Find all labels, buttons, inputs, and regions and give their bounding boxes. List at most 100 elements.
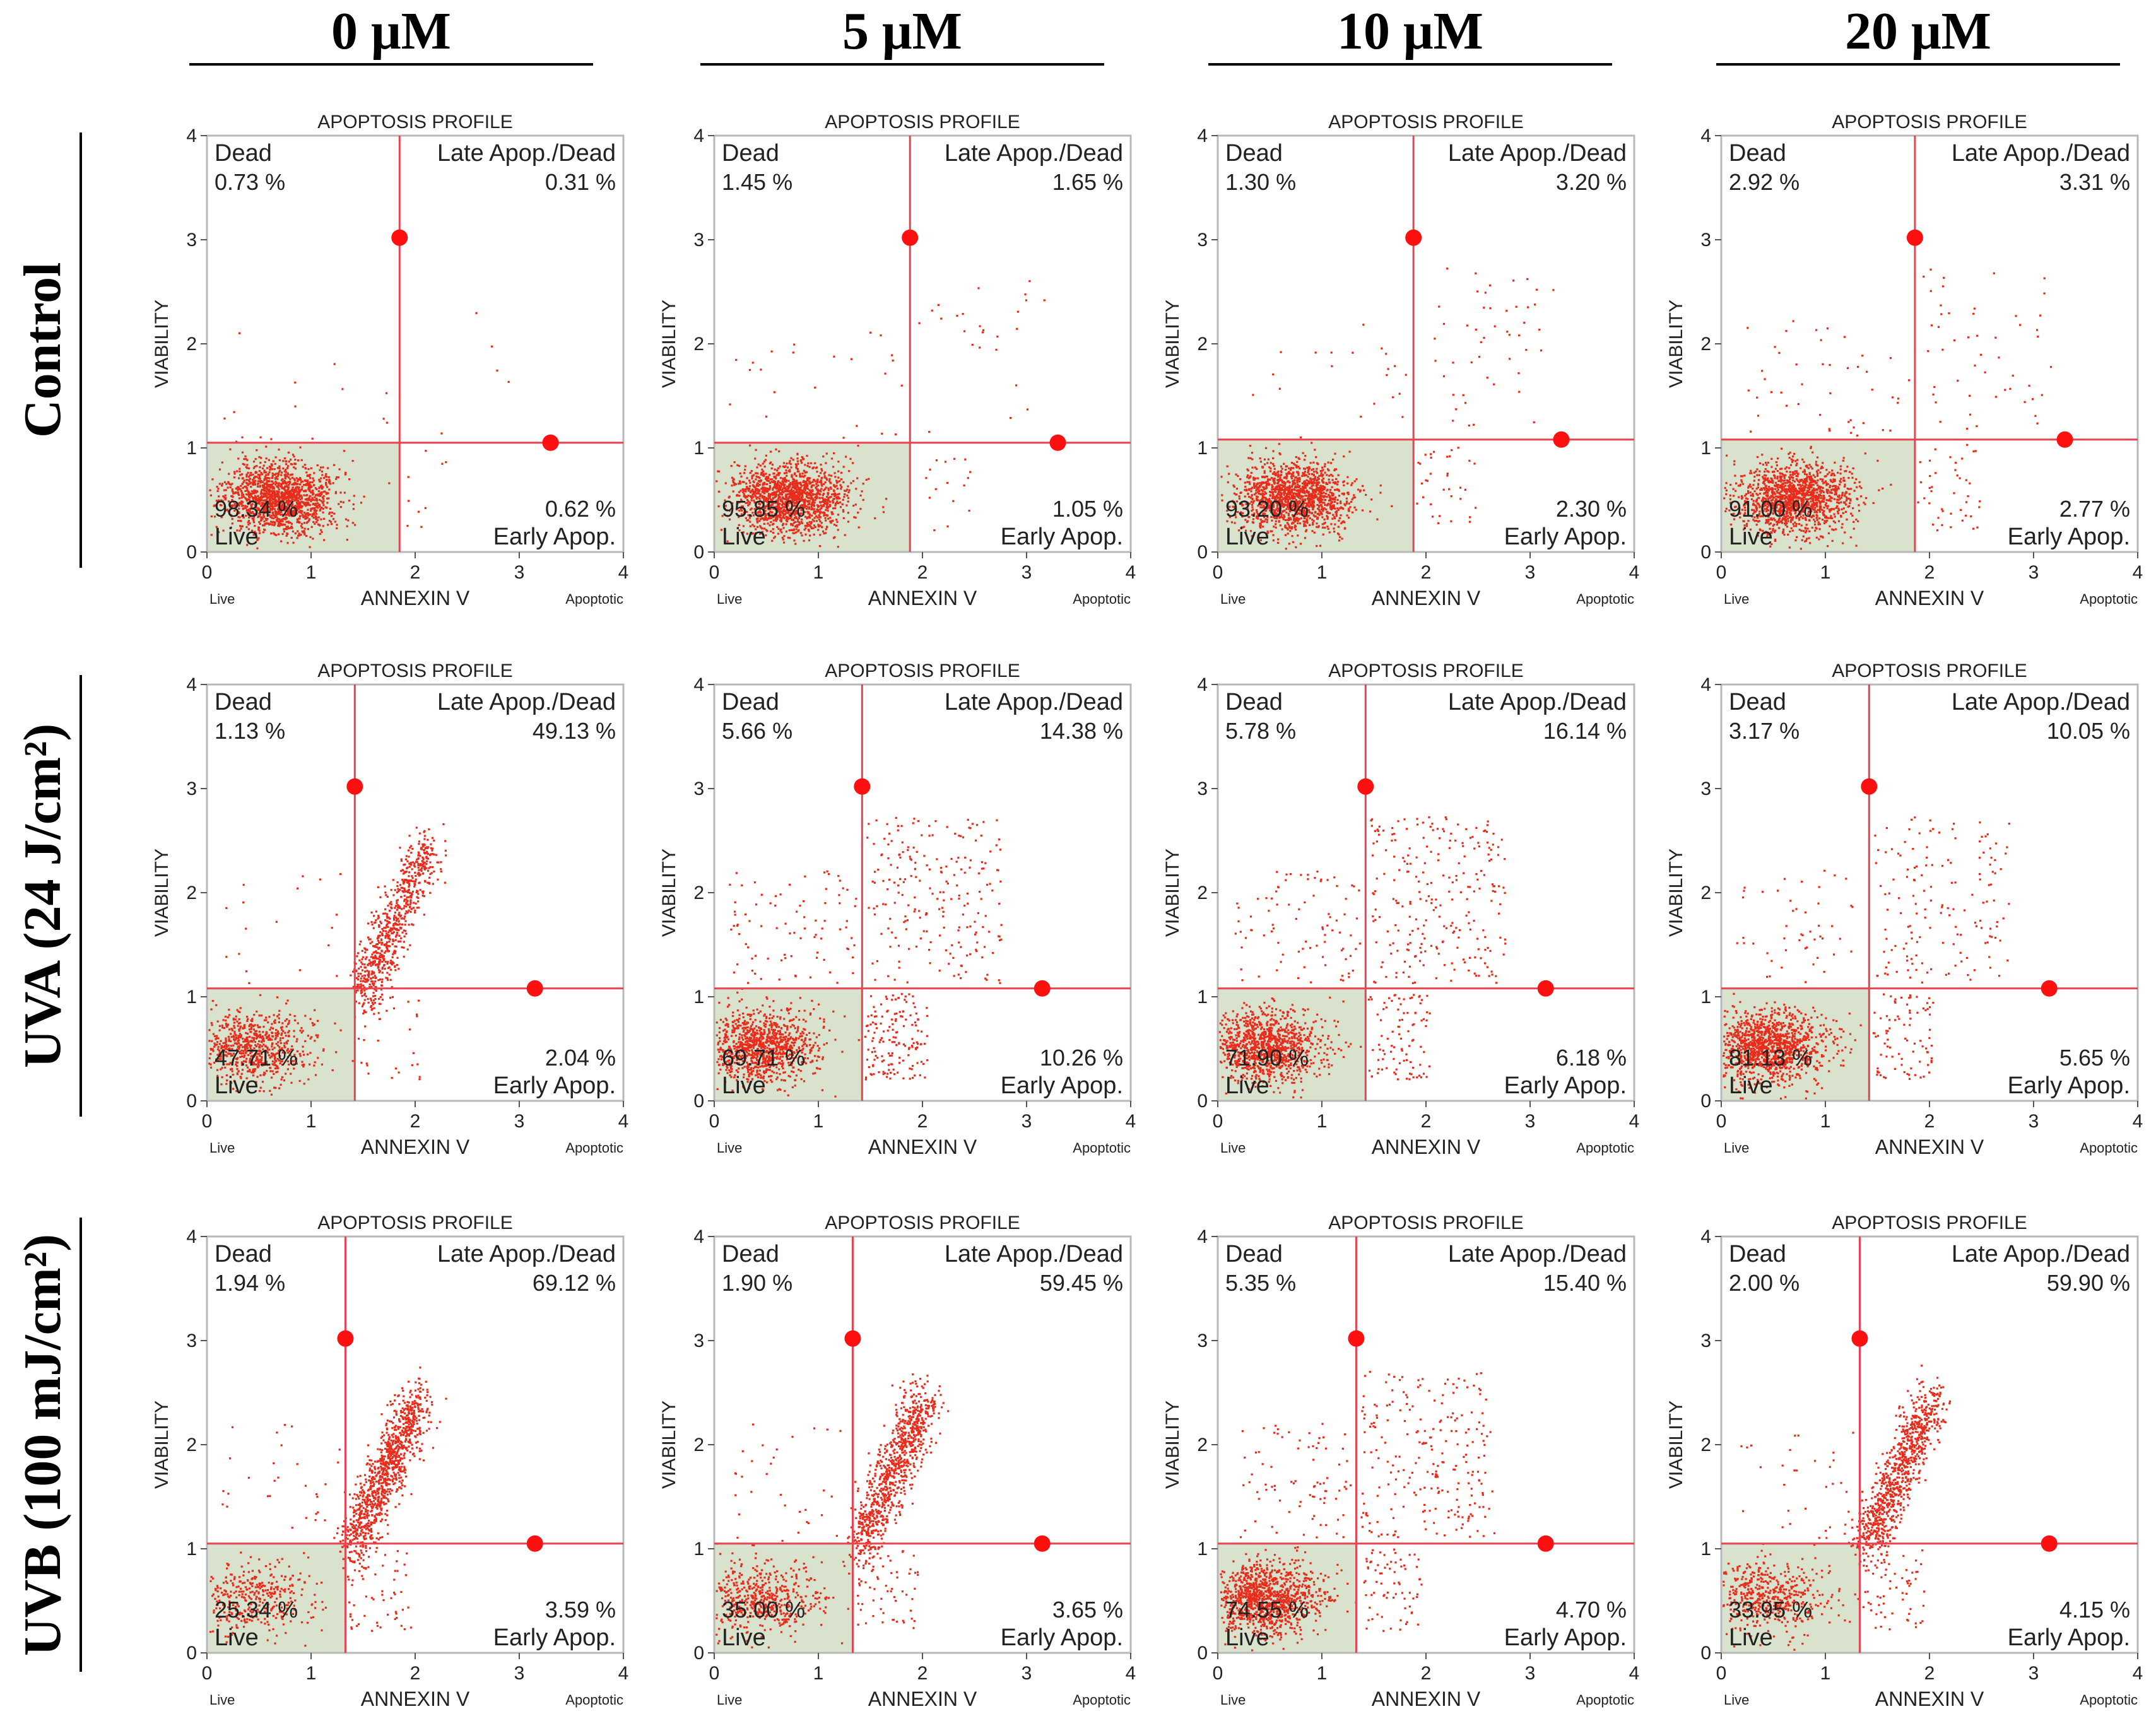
scatter-point xyxy=(1271,477,1273,479)
scatter-point xyxy=(729,403,731,405)
scatter-point xyxy=(1340,502,1341,504)
scatter-point xyxy=(833,537,835,539)
scatter-point xyxy=(287,473,289,474)
scatter-point xyxy=(273,524,275,526)
scatter-point xyxy=(276,490,278,492)
scatter-point xyxy=(839,480,840,482)
scatter-point xyxy=(778,490,780,492)
scatter-point xyxy=(273,483,274,485)
scatter-point xyxy=(298,522,300,524)
scatter-point xyxy=(1339,507,1341,509)
scatter-point xyxy=(1463,394,1464,396)
scatter-point xyxy=(811,521,813,523)
scatter-point xyxy=(325,482,327,484)
x-tick-label: 0 xyxy=(709,562,720,583)
scatter-point xyxy=(809,534,811,536)
scatter-point xyxy=(1283,481,1285,483)
scatter-point xyxy=(249,483,251,485)
scatter-point xyxy=(967,477,969,479)
scatter-point xyxy=(300,489,302,491)
scatter-point xyxy=(301,523,303,525)
scatter-point xyxy=(1326,518,1328,520)
scatter-point xyxy=(735,359,737,361)
scatter-point xyxy=(1263,488,1265,490)
scatter-point xyxy=(288,461,290,462)
scatter-point xyxy=(1273,539,1275,541)
scatter-point xyxy=(301,486,303,488)
scatter-point xyxy=(1336,502,1338,504)
scatter-point xyxy=(794,543,796,545)
scatter-point xyxy=(945,461,946,462)
scatter-point xyxy=(1331,518,1333,520)
scatter-point xyxy=(1342,508,1344,510)
scatter-point xyxy=(832,500,834,502)
scatter-point xyxy=(1331,494,1333,496)
scatter-point xyxy=(326,479,327,481)
scatter-point xyxy=(819,520,821,522)
scatter-point xyxy=(279,522,281,524)
scatter-point xyxy=(1334,468,1336,470)
scatter-point xyxy=(305,515,307,517)
scatter-point xyxy=(825,528,827,530)
scatter-point xyxy=(322,496,324,498)
scatter-point xyxy=(1776,464,1778,466)
scatter-point xyxy=(1308,491,1310,493)
scatter-point xyxy=(1818,538,1820,540)
scatter-point xyxy=(1293,462,1295,464)
scatter-point xyxy=(776,469,778,471)
scatter-point xyxy=(824,488,826,490)
scatter-point xyxy=(789,537,791,539)
scatter-point xyxy=(1221,494,1223,496)
scatter-point xyxy=(264,483,266,485)
scatter-point xyxy=(1276,471,1278,473)
scatter-point xyxy=(1290,467,1292,469)
scatter-point xyxy=(1300,488,1302,490)
scatter-point xyxy=(770,351,772,353)
scatter-point xyxy=(329,520,331,522)
scatter-point xyxy=(256,465,257,467)
scatter-point xyxy=(816,520,818,522)
scatter-point xyxy=(800,484,802,486)
scatter-point xyxy=(1348,503,1350,505)
scatter-point xyxy=(808,524,810,526)
scatter-point xyxy=(798,529,799,531)
scatter-point xyxy=(760,474,762,476)
y-tick-label: 0 xyxy=(1197,542,1208,563)
scatter-point xyxy=(245,476,247,478)
scatter-point xyxy=(801,473,803,474)
scatter-point xyxy=(1286,527,1288,529)
scatter-point xyxy=(278,466,280,467)
scatter-point xyxy=(1509,358,1511,360)
scatter-point xyxy=(834,476,836,478)
scatter-point xyxy=(1287,522,1288,524)
scatter-point xyxy=(1332,459,1334,461)
scatter-point xyxy=(1386,374,1387,376)
scatter-point xyxy=(1357,489,1359,491)
scatter-point xyxy=(766,483,768,485)
scatter-point xyxy=(783,541,785,543)
scatter-point xyxy=(1734,474,1736,476)
scatter-point xyxy=(1348,450,1350,452)
scatter-point xyxy=(286,528,288,530)
scatter-point xyxy=(1277,538,1279,540)
scatter-point xyxy=(1254,478,1256,479)
scatter-point xyxy=(1294,527,1296,529)
scatter-point xyxy=(281,471,283,473)
scatter-point xyxy=(1446,474,1448,476)
scatter-point xyxy=(1336,489,1338,491)
scatter-point xyxy=(250,472,252,474)
scatter-point xyxy=(842,510,844,512)
scatter-point xyxy=(847,500,849,502)
scatter-point xyxy=(242,452,244,454)
dead-quadrant-value: 1.30 % xyxy=(1225,169,1296,195)
scatter-point xyxy=(797,461,799,462)
scatter-point xyxy=(304,518,306,520)
scatter-point xyxy=(258,456,260,458)
scatter-point xyxy=(881,433,883,435)
scatter-point xyxy=(830,474,832,476)
scatter-point xyxy=(863,483,864,485)
scatter-point xyxy=(268,478,270,479)
scatter-point xyxy=(833,452,835,454)
scatter-point xyxy=(901,385,903,387)
